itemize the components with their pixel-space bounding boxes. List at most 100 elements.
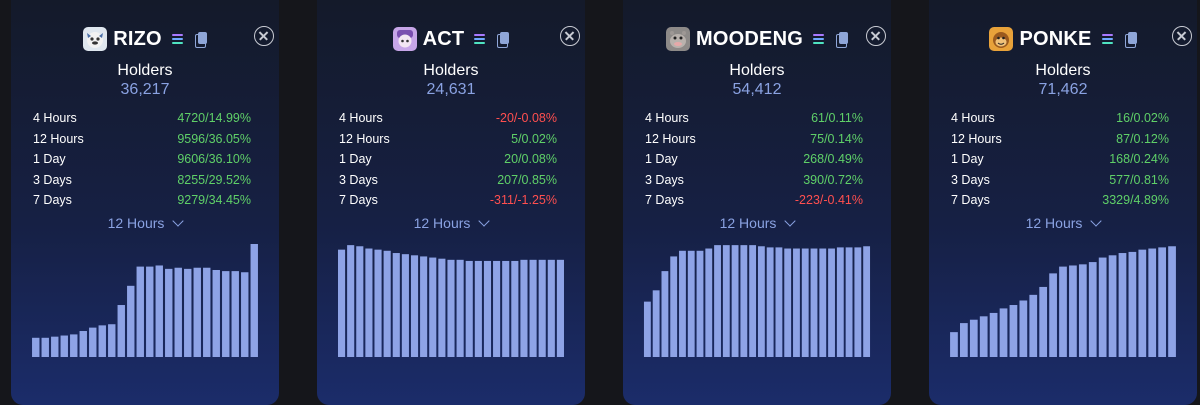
- copy-icon[interactable]: [835, 32, 848, 48]
- chart-bar: [392, 253, 400, 357]
- card-header: ACT: [317, 26, 585, 52]
- stat-label: 1 Day: [33, 152, 66, 166]
- copy-icon[interactable]: [194, 32, 207, 48]
- stat-label: 7 Days: [339, 193, 378, 207]
- chart-bar: [696, 250, 704, 357]
- chart-bar: [722, 245, 730, 357]
- menu-icon[interactable]: [1101, 34, 1113, 44]
- chart-bar: [438, 258, 446, 357]
- stat-row: 4 Hours 61/0.11%: [645, 110, 863, 131]
- chart-bar: [801, 248, 809, 357]
- stat-label: 3 Days: [339, 172, 378, 187]
- chart-bar: [1029, 294, 1038, 357]
- chart-bar: [136, 266, 144, 357]
- chart-bar: [854, 247, 862, 357]
- token-ticker: RIZO: [113, 27, 162, 50]
- stat-value: 8255/29.52%: [177, 172, 251, 187]
- menu-icon[interactable]: [812, 34, 824, 44]
- copy-icon[interactable]: [497, 32, 510, 48]
- chart-bar: [493, 260, 501, 357]
- chevron-down-icon: [478, 214, 491, 227]
- stats-table: 4 Hours 16/0.02% 12 Hours 87/0.12% 1 Day 16…: [951, 110, 1169, 213]
- holders-label: Holders: [729, 62, 785, 79]
- chart-bar: [950, 332, 958, 357]
- copy-icon[interactable]: [1124, 32, 1137, 48]
- chart-bar: [749, 245, 757, 357]
- chart-bar: [79, 331, 87, 357]
- holders-label: Holders: [423, 62, 479, 79]
- chart-bar: [969, 319, 978, 357]
- holders-label: Holders: [117, 62, 173, 79]
- menu-icon[interactable]: [474, 34, 486, 44]
- token-card-rizo: RIZO Holders 36,217 4 Hours 4720/14.99% 1…: [11, 0, 279, 405]
- token-card-ponke: PONKE Holders 71,462 4 Hours 16/0.02% 12 …: [929, 0, 1197, 405]
- chart-bar: [108, 324, 116, 357]
- chart-svg: [950, 246, 1176, 357]
- chart-bar: [222, 271, 230, 357]
- holders-count: 71,462: [1038, 81, 1088, 98]
- stat-label: 12 Hours: [645, 131, 696, 146]
- stat-row: 3 Days 207/0.85%: [339, 172, 557, 193]
- stat-value: 3329/4.89%: [1102, 193, 1169, 207]
- chart-bar: [556, 259, 564, 357]
- chart-bar: [117, 305, 125, 357]
- period-dropdown[interactable]: 12 Hours: [317, 214, 585, 231]
- chart-bar: [828, 248, 835, 357]
- stat-label: 1 Day: [951, 152, 984, 166]
- stat-value: 87/0.12%: [1116, 131, 1169, 146]
- chart-bar: [652, 290, 660, 357]
- stat-value: 9596/36.05%: [177, 131, 251, 146]
- stat-label: 1 Day: [339, 152, 372, 166]
- stat-row: 3 Days 577/0.81%: [951, 172, 1169, 193]
- close-icon[interactable]: [560, 26, 580, 46]
- stat-row: 3 Days 390/0.72%: [645, 172, 863, 193]
- chart-bar: [960, 323, 968, 357]
- chart-bar: [784, 248, 792, 357]
- chart-bar: [1009, 305, 1018, 357]
- stat-label: 7 Days: [645, 193, 684, 207]
- chart-bar: [70, 334, 78, 357]
- chart-bar: [705, 248, 713, 357]
- chart-bar: [810, 248, 818, 357]
- period-dropdown[interactable]: 12 Hours: [11, 214, 279, 231]
- stat-label: 12 Hours: [33, 131, 84, 146]
- chart-bar: [212, 269, 220, 357]
- stat-value: 207/0.85%: [497, 172, 557, 187]
- chart-bar: [1049, 273, 1057, 357]
- stat-value: -311/-1.25%: [489, 193, 557, 207]
- holders-bar-chart: [31, 235, 259, 357]
- chart-bar: [383, 250, 391, 357]
- chart-bar: [374, 249, 382, 357]
- chart-bar: [356, 246, 364, 357]
- hippo-icon: [666, 27, 691, 51]
- stat-label: 1 Day: [645, 152, 678, 166]
- chart-bar: [687, 250, 695, 357]
- stat-row: 3 Days 8255/29.52%: [33, 172, 251, 193]
- chart-bar: [51, 336, 59, 357]
- holders-bar-chart: [337, 235, 565, 357]
- chart-bar: [1168, 246, 1176, 357]
- close-icon[interactable]: [1172, 26, 1192, 46]
- period-label: 12 Hours: [719, 215, 777, 231]
- stat-row: 12 Hours 9596/36.05%: [33, 131, 251, 152]
- period-label: 12 Hours: [107, 215, 165, 231]
- holders-bar-chart: [949, 235, 1177, 357]
- period-dropdown[interactable]: 12 Hours: [623, 214, 891, 231]
- close-icon[interactable]: [254, 26, 274, 46]
- stat-label: 7 Days: [33, 193, 72, 207]
- period-dropdown[interactable]: 12 Hours: [929, 214, 1197, 231]
- stat-row: 1 Day 9606/36.10%: [33, 151, 251, 172]
- monkey-icon: [989, 27, 1014, 51]
- chart-bar: [456, 259, 464, 357]
- close-icon[interactable]: [866, 26, 886, 46]
- chart-bar: [1128, 251, 1137, 357]
- menu-icon[interactable]: [171, 34, 183, 44]
- stat-row: 1 Day 20/0.08%: [339, 151, 557, 172]
- chart-bar: [347, 245, 355, 357]
- chart-bar: [979, 316, 988, 357]
- chart-bar: [193, 267, 201, 357]
- chart-bar: [1158, 247, 1166, 357]
- chart-bar: [203, 267, 211, 357]
- chart-bar: [775, 247, 783, 357]
